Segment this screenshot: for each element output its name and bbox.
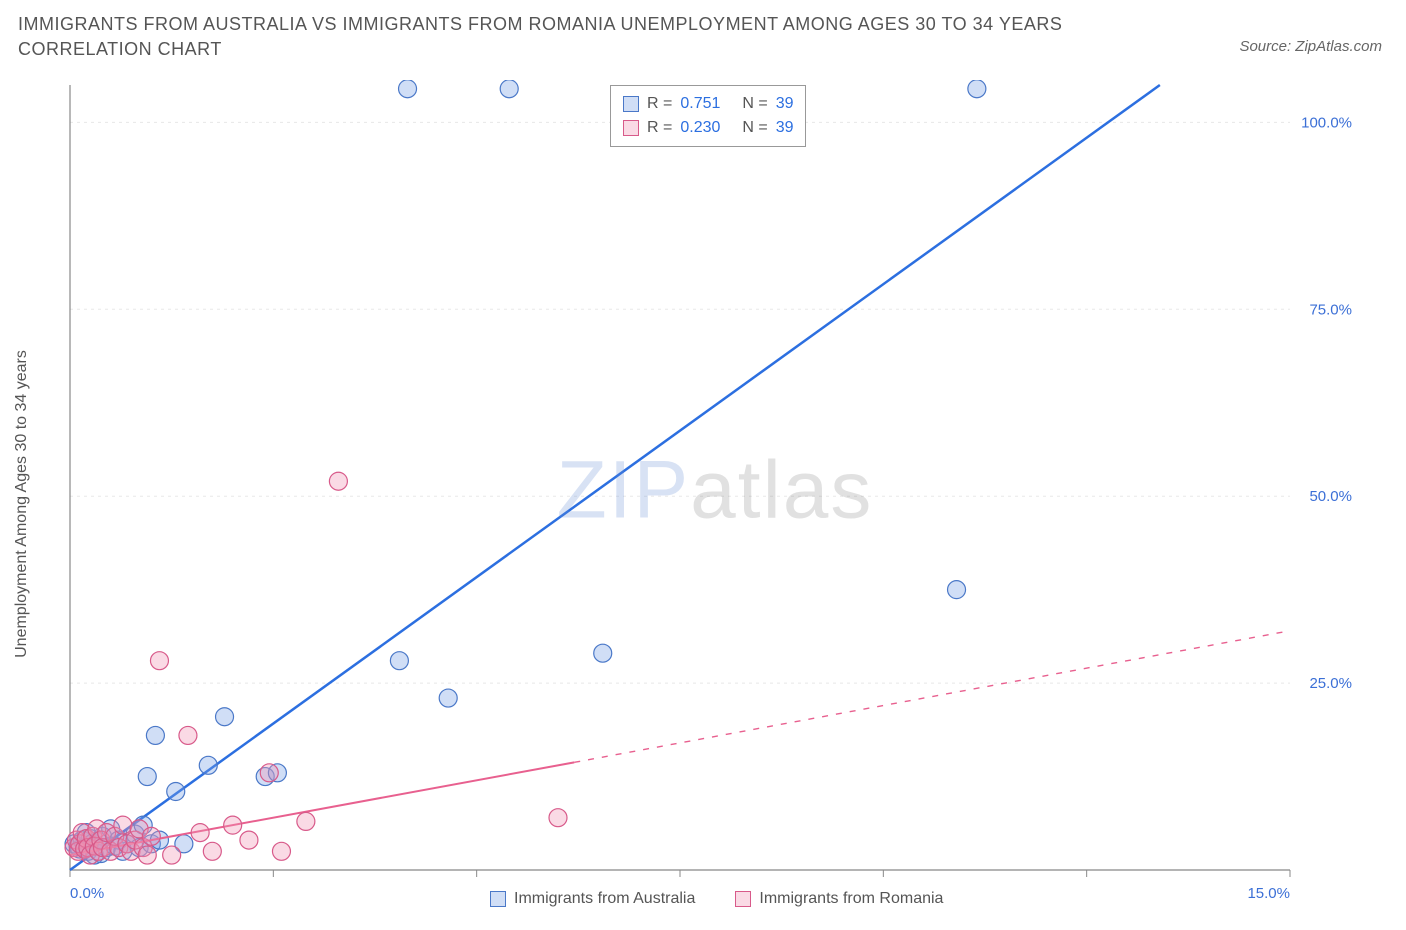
chart-container: Unemployment Among Ages 30 to 34 years 0…: [60, 80, 1370, 910]
r-value: 0.230: [680, 116, 734, 140]
legend-swatch-icon: [623, 96, 639, 112]
stats-row: R = 0.751 N = 39: [623, 92, 793, 116]
legend-item: Immigrants from Australia: [490, 890, 695, 908]
r-label: R =: [647, 92, 672, 116]
svg-text:50.0%: 50.0%: [1309, 488, 1352, 505]
legend-swatch-icon: [490, 891, 506, 907]
svg-text:100.0%: 100.0%: [1301, 114, 1352, 131]
n-label: N =: [742, 92, 767, 116]
legend-label: Immigrants from Australia: [514, 890, 695, 908]
svg-text:75.0%: 75.0%: [1309, 301, 1352, 318]
n-label: N =: [742, 116, 767, 140]
n-value: 39: [776, 92, 794, 116]
svg-text:0.0%: 0.0%: [70, 885, 104, 902]
legend-swatch-icon: [623, 120, 639, 136]
legend-swatch-icon: [735, 891, 751, 907]
stats-legend-box: R = 0.751 N = 39 R = 0.230 N = 39: [610, 85, 806, 147]
r-label: R =: [647, 116, 672, 140]
chart-title: IMMIGRANTS FROM AUSTRALIA VS IMMIGRANTS …: [18, 12, 1138, 62]
scatter-plot-svg: 0.0% 15.0% 25.0% 50.0% 75.0% 100.0%: [60, 80, 1370, 910]
svg-text:25.0%: 25.0%: [1309, 675, 1352, 692]
legend-item: Immigrants from Romania: [735, 890, 943, 908]
series-legend: Immigrants from Australia Immigrants from…: [490, 890, 943, 908]
source-label: Source: ZipAtlas.com: [1239, 38, 1382, 55]
n-value: 39: [776, 116, 794, 140]
legend-label: Immigrants from Romania: [759, 890, 943, 908]
svg-text:15.0%: 15.0%: [1247, 885, 1290, 902]
r-value: 0.751: [680, 92, 734, 116]
stats-row: R = 0.230 N = 39: [623, 116, 793, 140]
y-axis-label: Unemployment Among Ages 30 to 34 years: [13, 350, 31, 658]
